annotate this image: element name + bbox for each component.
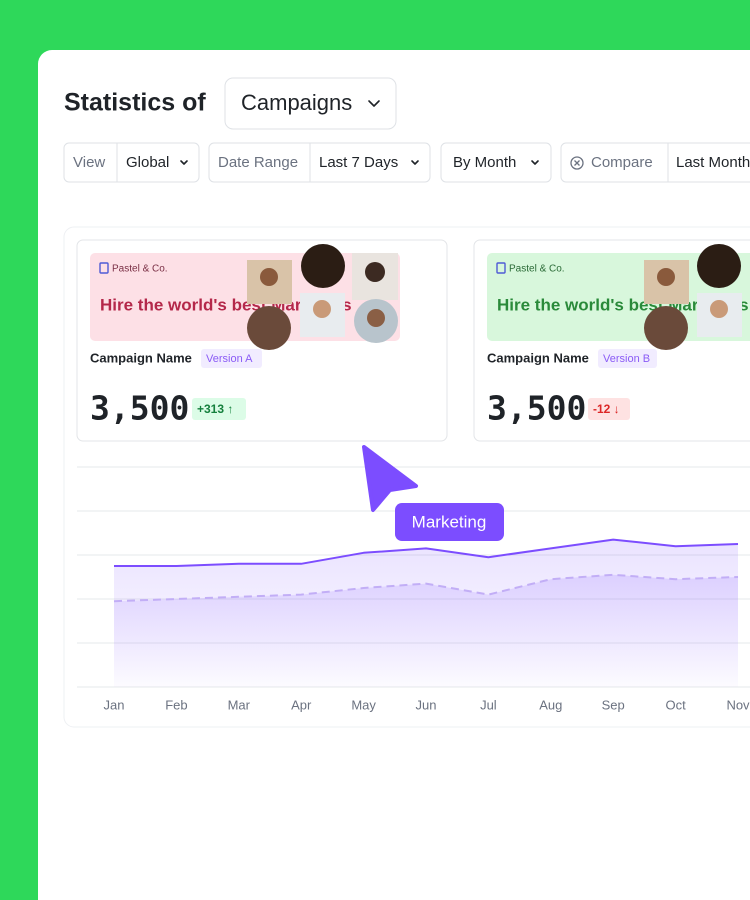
x-tick-label: Jun [416, 697, 437, 712]
brand: Pastel & Co. [509, 264, 565, 275]
dropdown-value[interactable]: Campaigns [241, 90, 352, 115]
x-tick-label: Jul [480, 697, 497, 712]
chart: Jan Feb Mar Apr May Jun Jul Aug Sep Oct Nov [77, 466, 750, 712]
x-tick-label: Feb [165, 697, 187, 712]
title: Statistics of [64, 89, 206, 117]
line [114, 538, 739, 567]
x-tick-label: Apr [291, 697, 312, 712]
version-badge: Version B [603, 353, 650, 365]
metric: 3,500 [90, 389, 189, 428]
filter-label: Compare [591, 154, 653, 171]
filter-value[interactable]: Last Month [676, 154, 750, 171]
filter-value[interactable]: Global [126, 154, 169, 171]
campaign-dropdown[interactable]: Campaigns [224, 77, 397, 130]
line [113, 573, 739, 603]
campaign-card[interactable]: Pastel & Co. Hire the world's best Marke… [76, 239, 448, 442]
x-tick-label: Jan [104, 697, 125, 712]
version-badge: Version A [206, 353, 253, 365]
filter-label: Date Range [218, 154, 298, 171]
campaign-card[interactable]: Pastel & Co. Hire the world's best Marke… [473, 239, 750, 442]
x-tick-label: May [351, 697, 376, 712]
filter-value[interactable]: Last 7 Days [319, 154, 398, 171]
cursor [362, 445, 418, 512]
campaign-name: Campaign Name [487, 350, 589, 365]
x-tick-label: Mar [228, 697, 251, 712]
change-badge: +313 ↑ [197, 402, 233, 416]
filter-value[interactable]: By Month [453, 154, 516, 171]
filter-date-range[interactable]: Date Range Last 7 Days [208, 142, 431, 183]
metric: 3,500 [487, 389, 586, 428]
filter-label: View [73, 154, 105, 171]
x-tick-label: Nov [726, 697, 750, 712]
filter-group-by[interactable]: By Month [440, 142, 552, 183]
tooltip: Marketing [395, 503, 504, 541]
change-badge: -12 ↓ [593, 402, 620, 416]
area [114, 574, 738, 687]
filter-compare[interactable]: Compare Last Month [560, 142, 750, 183]
brand: Pastel & Co. [112, 264, 168, 275]
x-tick-label: Oct [665, 697, 686, 712]
x-tick-label: Aug [539, 697, 562, 712]
x-tick-label: Sep [602, 697, 625, 712]
filter-view[interactable]: View Global [63, 142, 200, 183]
tooltip-label: Marketing [412, 512, 487, 531]
campaign-name: Campaign Name [90, 350, 192, 365]
